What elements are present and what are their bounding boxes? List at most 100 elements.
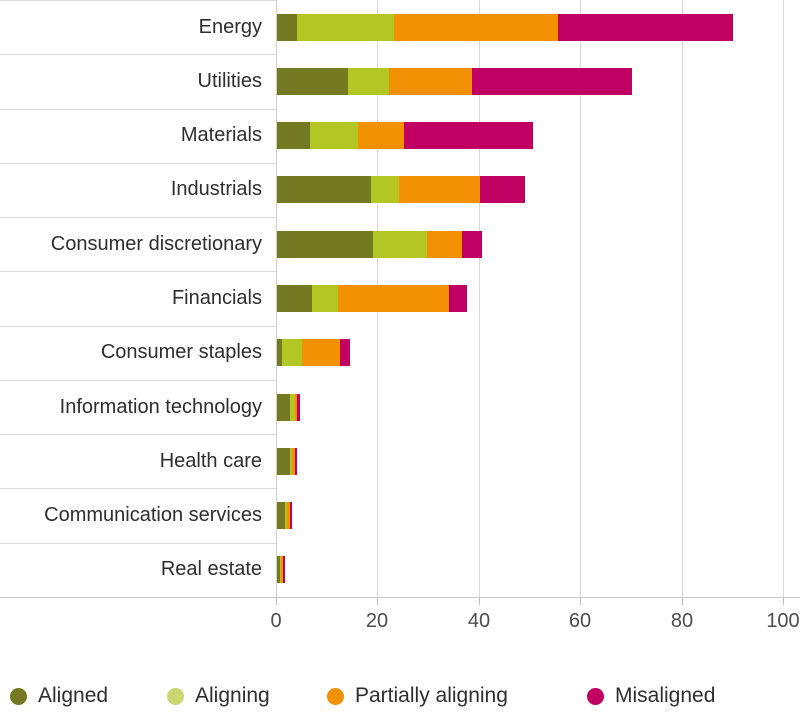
category-label: Communication services bbox=[44, 504, 262, 526]
x-axis-tick-label: 80 bbox=[670, 610, 694, 632]
bar-segment-partially-aligning bbox=[358, 122, 404, 149]
legend-dot-icon bbox=[167, 687, 184, 705]
gridline-x-0 bbox=[276, 0, 277, 597]
bar-segment-partially-aligning bbox=[337, 285, 450, 312]
bar-row bbox=[277, 394, 300, 421]
bar-row bbox=[277, 448, 298, 475]
bar-segment-misaligned bbox=[462, 231, 483, 258]
row-separator bbox=[0, 54, 276, 55]
bar-segment-partially-aligning bbox=[398, 176, 480, 203]
bar-segment-aligned bbox=[277, 556, 280, 583]
bar-segment-aligning bbox=[284, 502, 288, 529]
bar-segment-aligned bbox=[277, 176, 371, 203]
bar-segment-aligning bbox=[373, 231, 427, 258]
bar-segment-aligned bbox=[277, 122, 310, 149]
x-axis-tick bbox=[682, 598, 683, 605]
bar-segment-partially-aligning bbox=[388, 68, 473, 95]
legend-label: Aligning bbox=[195, 684, 270, 707]
category-label: Consumer discretionary bbox=[50, 233, 262, 255]
bar-segment-aligning bbox=[279, 556, 281, 583]
bar-row bbox=[277, 68, 632, 95]
x-axis-tick-label: 100 bbox=[766, 610, 800, 632]
legend: Aligned Aligning Partially aligning Misalig… bbox=[0, 676, 800, 716]
row-separator bbox=[0, 380, 276, 381]
gridline-x-80 bbox=[682, 0, 683, 597]
bar-row bbox=[277, 502, 293, 529]
bar-row bbox=[277, 231, 483, 258]
category-label: Industrials bbox=[170, 178, 262, 200]
bar-row bbox=[277, 285, 468, 312]
legend-dot-icon bbox=[587, 687, 604, 705]
row-separator bbox=[0, 543, 276, 544]
bar-segment-misaligned bbox=[340, 339, 351, 366]
category-label: Energy bbox=[198, 16, 262, 38]
bar-segment-partially-aligning bbox=[294, 394, 298, 421]
bar-row bbox=[277, 14, 734, 41]
category-label: Information technology bbox=[59, 396, 262, 418]
row-separator bbox=[0, 109, 276, 110]
x-axis-tick-label: 40 bbox=[467, 610, 491, 632]
category-label: Real estate bbox=[160, 558, 262, 580]
legend-item-aligning: Aligning bbox=[167, 676, 270, 716]
bar-segment-aligning bbox=[282, 339, 303, 366]
row-separator bbox=[0, 217, 276, 218]
bar-segment-aligning bbox=[370, 176, 399, 203]
bar-row bbox=[277, 176, 526, 203]
gridline-x-100 bbox=[783, 0, 784, 597]
bar-segment-aligned bbox=[277, 231, 374, 258]
bar-segment-misaligned bbox=[297, 394, 300, 421]
bar-segment-aligning bbox=[309, 122, 359, 149]
gridline-x-60 bbox=[580, 0, 581, 597]
bar-segment-aligning bbox=[289, 448, 293, 475]
bar-segment-misaligned bbox=[403, 122, 534, 149]
row-separator bbox=[0, 488, 276, 489]
bar-segment-misaligned bbox=[449, 285, 468, 312]
bar-segment-partially-aligning bbox=[280, 556, 284, 583]
gridline-x-40 bbox=[479, 0, 480, 597]
row-separator bbox=[0, 271, 276, 272]
legend-dot-icon bbox=[10, 687, 27, 705]
category-label: Materials bbox=[180, 124, 262, 146]
legend-item-misaligned: Misaligned bbox=[587, 676, 715, 716]
x-axis-tick bbox=[783, 598, 784, 605]
category-label: Health care bbox=[159, 450, 262, 472]
legend-item-aligned: Aligned bbox=[10, 676, 108, 716]
bar-segment-aligned bbox=[277, 285, 313, 312]
category-label: Consumer staples bbox=[100, 341, 262, 363]
bar-segment-aligned bbox=[277, 448, 290, 475]
x-axis-tick bbox=[580, 598, 581, 605]
row-separator bbox=[0, 434, 276, 435]
category-label: Financials bbox=[171, 287, 262, 309]
legend-item-partially-aligning: Partially aligning bbox=[327, 676, 508, 716]
bar-segment-aligned bbox=[277, 394, 290, 421]
bar-segment-aligned bbox=[277, 68, 348, 95]
bar-segment-misaligned bbox=[558, 14, 734, 41]
bar-segment-misaligned bbox=[479, 176, 526, 203]
bar-segment-partially-aligning bbox=[292, 448, 295, 475]
legend-label: Misaligned bbox=[615, 684, 716, 707]
row-separator bbox=[0, 326, 276, 327]
bar-row bbox=[277, 339, 351, 366]
row-separator bbox=[0, 163, 276, 164]
bar-segment-aligned bbox=[277, 502, 285, 529]
bar-row bbox=[277, 556, 285, 583]
bar-segment-aligned bbox=[277, 14, 298, 41]
bar-segment-aligned bbox=[277, 339, 283, 366]
bar-segment-misaligned bbox=[283, 556, 285, 583]
x-axis-tick-label: 60 bbox=[568, 610, 592, 632]
bar-segment-aligning bbox=[289, 394, 295, 421]
legend-label: Aligned bbox=[38, 684, 109, 707]
category-label: Utilities bbox=[197, 70, 262, 92]
bar-segment-partially-aligning bbox=[302, 339, 341, 366]
x-axis-tick bbox=[377, 598, 378, 605]
bar-segment-aligning bbox=[347, 68, 389, 95]
x-axis-line bbox=[0, 597, 800, 598]
bar-segment-partially-aligning bbox=[393, 14, 559, 41]
bar-segment-partially-aligning bbox=[426, 231, 463, 258]
x-axis-tick bbox=[479, 598, 480, 605]
legend-dot-icon bbox=[327, 687, 344, 705]
bar-segment-aligning bbox=[297, 14, 394, 41]
x-axis-tick-label: 20 bbox=[365, 610, 389, 632]
legend-label: Partially aligning bbox=[355, 684, 508, 707]
